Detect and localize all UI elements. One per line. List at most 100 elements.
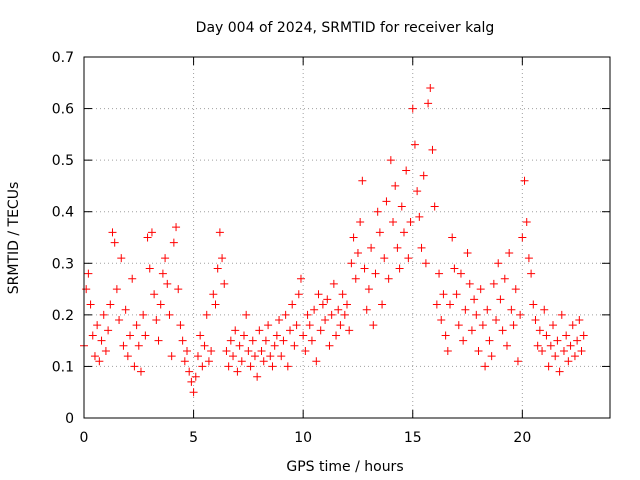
data-point bbox=[303, 310, 312, 319]
data-point bbox=[470, 295, 479, 304]
data-point bbox=[123, 352, 132, 361]
data-point bbox=[224, 362, 233, 371]
data-point bbox=[492, 316, 501, 325]
data-point bbox=[489, 279, 498, 288]
data-point bbox=[132, 321, 141, 330]
data-point bbox=[261, 336, 270, 345]
y-tick-label: 0.7 bbox=[52, 50, 74, 66]
data-point bbox=[395, 264, 404, 273]
data-point bbox=[242, 310, 251, 319]
data-point bbox=[566, 341, 575, 350]
data-point bbox=[301, 346, 310, 355]
data-point bbox=[382, 197, 391, 206]
data-point bbox=[204, 357, 213, 366]
data-point bbox=[305, 321, 314, 330]
data-point bbox=[421, 259, 430, 268]
data-point bbox=[498, 326, 507, 335]
data-point bbox=[270, 341, 279, 350]
data-point bbox=[213, 264, 222, 273]
data-point bbox=[575, 316, 584, 325]
data-point bbox=[446, 300, 455, 309]
data-point bbox=[167, 352, 176, 361]
data-point bbox=[494, 259, 503, 268]
data-point bbox=[424, 99, 433, 108]
data-point bbox=[255, 326, 264, 335]
data-point bbox=[169, 238, 178, 247]
data-point bbox=[128, 274, 137, 283]
data-point bbox=[507, 305, 516, 314]
data-point bbox=[253, 372, 262, 381]
data-point bbox=[154, 336, 163, 345]
data-point bbox=[340, 310, 349, 319]
data-point bbox=[522, 218, 531, 227]
data-point bbox=[312, 357, 321, 366]
y-tick-label: 0.5 bbox=[52, 153, 74, 169]
x-axis-label: GPS time / hours bbox=[286, 459, 403, 475]
data-point bbox=[329, 279, 338, 288]
data-point bbox=[399, 228, 408, 237]
y-axis-label: SRMTID / TECUs bbox=[6, 182, 22, 295]
data-point bbox=[196, 331, 205, 340]
data-point bbox=[244, 346, 253, 355]
data-point bbox=[88, 331, 97, 340]
data-point bbox=[410, 140, 419, 149]
data-point bbox=[474, 346, 483, 355]
data-point bbox=[211, 300, 220, 309]
data-point bbox=[415, 212, 424, 221]
data-point bbox=[375, 228, 384, 237]
data-point bbox=[419, 171, 428, 180]
data-point bbox=[119, 341, 128, 350]
data-point bbox=[467, 326, 476, 335]
data-point bbox=[307, 336, 316, 345]
data-point bbox=[183, 346, 192, 355]
data-point bbox=[516, 310, 525, 319]
data-point bbox=[202, 310, 211, 319]
x-tick-label: 20 bbox=[513, 430, 531, 446]
data-point bbox=[112, 285, 121, 294]
data-point bbox=[386, 156, 395, 165]
data-point bbox=[502, 341, 511, 350]
data-point bbox=[435, 269, 444, 278]
data-point bbox=[535, 326, 544, 335]
data-point bbox=[318, 300, 327, 309]
data-point bbox=[163, 279, 172, 288]
data-point bbox=[549, 321, 558, 330]
data-point bbox=[101, 346, 110, 355]
data-point bbox=[472, 310, 481, 319]
data-point bbox=[540, 305, 549, 314]
data-point bbox=[93, 321, 102, 330]
data-point bbox=[226, 336, 235, 345]
data-point bbox=[97, 336, 106, 345]
data-point bbox=[351, 274, 360, 283]
data-point bbox=[176, 321, 185, 330]
y-tick-label: 0.2 bbox=[52, 308, 74, 324]
data-point bbox=[218, 254, 227, 263]
data-point bbox=[358, 176, 367, 185]
y-tick-label: 0.3 bbox=[52, 256, 74, 272]
data-point bbox=[373, 207, 382, 216]
data-point bbox=[292, 321, 301, 330]
data-point bbox=[222, 346, 231, 355]
data-point bbox=[323, 295, 332, 304]
data-point bbox=[408, 104, 417, 113]
data-point bbox=[524, 254, 533, 263]
data-point bbox=[130, 362, 139, 371]
data-points bbox=[80, 83, 588, 397]
data-point bbox=[147, 228, 156, 237]
data-point bbox=[529, 300, 538, 309]
data-point bbox=[104, 326, 113, 335]
data-point bbox=[229, 352, 238, 361]
data-point bbox=[174, 285, 183, 294]
data-point bbox=[277, 352, 286, 361]
data-point bbox=[235, 341, 244, 350]
data-point bbox=[281, 310, 290, 319]
data-point bbox=[294, 290, 303, 299]
data-point bbox=[156, 300, 165, 309]
data-point bbox=[257, 346, 266, 355]
data-point bbox=[325, 341, 334, 350]
data-point bbox=[356, 218, 365, 227]
plot-frame bbox=[83, 56, 611, 419]
data-point bbox=[336, 321, 345, 330]
data-point bbox=[189, 388, 198, 397]
data-point bbox=[345, 326, 354, 335]
